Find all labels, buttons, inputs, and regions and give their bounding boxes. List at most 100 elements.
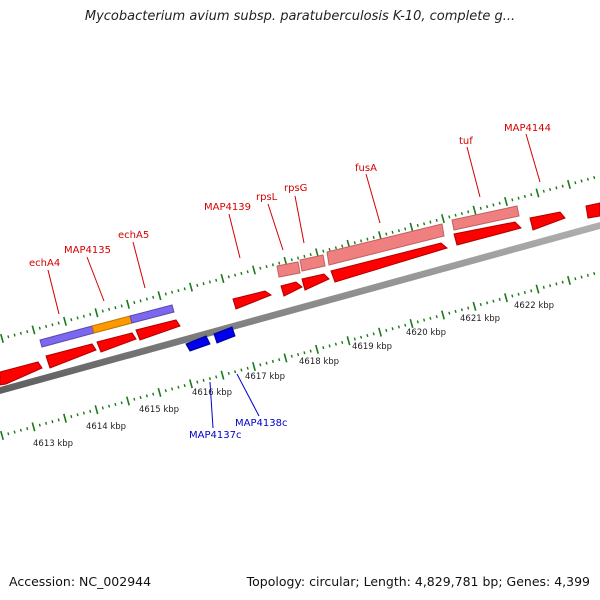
label-MAP4139[interactable]: MAP4139: [204, 202, 251, 213]
minor-tick: [108, 307, 111, 311]
cds-MAP4135-orange[interactable]: [91, 315, 133, 334]
minor-tick: [177, 289, 180, 293]
minor-tick: [70, 318, 73, 322]
major-tick: [94, 308, 99, 318]
minor-tick: [19, 428, 22, 432]
minor-tick: [353, 241, 356, 245]
minor-tick: [183, 384, 186, 388]
cds-echA5-purple[interactable]: [129, 304, 175, 324]
major-tick: [409, 318, 414, 329]
minor-tick: [196, 380, 199, 384]
minor-tick: [89, 312, 92, 316]
reverse-gene-track: [185, 326, 236, 352]
label-MAP4135[interactable]: MAP4135: [64, 245, 111, 256]
minor-tick: [171, 387, 174, 391]
minor-tick: [271, 359, 274, 363]
minor-tick: [202, 378, 205, 382]
minor-tick: [391, 230, 394, 234]
minor-tick: [523, 194, 526, 198]
label-echA4[interactable]: echA4: [29, 258, 60, 269]
minor-tick: [448, 311, 451, 315]
gene-rpsG[interactable]: [301, 273, 330, 291]
minor-tick: [259, 266, 262, 270]
minor-tick: [429, 220, 432, 224]
cds-echA4-purple[interactable]: [39, 325, 95, 348]
minor-tick: [82, 314, 85, 318]
minor-tick: [555, 282, 558, 286]
minor-tick: [341, 340, 344, 344]
major-tick: [283, 353, 288, 363]
cds-rpsL-pink[interactable]: [276, 261, 301, 278]
minor-tick: [328, 247, 331, 251]
gene-MAP4144[interactable]: [529, 211, 566, 231]
minor-tick: [265, 265, 268, 269]
minor-tick: [120, 304, 123, 308]
gene-arrow-left-edge[interactable]: [0, 361, 43, 386]
gene-fusA[interactable]: [330, 242, 449, 283]
gene-arrow-right-edge[interactable]: [585, 202, 600, 219]
major-tick: [567, 179, 571, 190]
minor-tick: [460, 308, 463, 312]
minor-tick: [259, 363, 262, 367]
minor-tick: [38, 326, 41, 330]
minor-tick: [486, 205, 489, 209]
minor-tick: [479, 206, 482, 210]
label-MAP4138c[interactable]: MAP4138c: [235, 418, 287, 429]
minor-tick: [328, 344, 331, 348]
minor-tick: [108, 404, 111, 408]
cds-fusA-pink[interactable]: [326, 223, 445, 266]
label-rpsL[interactable]: rpsL: [256, 192, 278, 203]
minor-tick: [177, 385, 180, 389]
gene-MAP4138c[interactable]: [213, 326, 236, 344]
minor-tick: [45, 421, 48, 425]
minor-tick: [227, 275, 230, 279]
cds-rpsG-pink[interactable]: [299, 254, 326, 272]
label-tuf[interactable]: tuf: [459, 136, 473, 147]
gene-MAP4139[interactable]: [232, 290, 273, 310]
minor-tick: [416, 320, 419, 324]
forward-gene-track: [0, 202, 600, 386]
minor-tick: [360, 335, 363, 339]
minor-tick: [385, 232, 388, 236]
minor-tick: [492, 203, 495, 207]
gene-MAP4137c[interactable]: [185, 335, 211, 352]
scale-label: 4620 kbp: [406, 328, 446, 338]
minor-tick: [139, 299, 142, 303]
label-MAP4137c[interactable]: MAP4137c: [189, 430, 241, 441]
gene-rpsL[interactable]: [280, 281, 303, 297]
major-tick: [567, 275, 571, 286]
minor-tick: [271, 263, 274, 267]
minor-tick: [114, 402, 117, 406]
minor-tick: [454, 213, 457, 217]
scale-labels: 4613 kbp 4614 kbp 4615 kbp 4616 kbp 4617…: [33, 301, 554, 449]
major-tick: [31, 422, 36, 432]
scale-label: 4615 kbp: [139, 405, 179, 415]
minor-tick: [479, 303, 482, 307]
minor-tick: [366, 237, 369, 241]
minor-tick: [82, 411, 85, 415]
minor-tick: [51, 323, 54, 327]
minor-tick: [580, 179, 583, 183]
cds-tuf-pink[interactable]: [451, 205, 520, 231]
gene-MAP4135[interactable]: [96, 332, 137, 353]
major-tick: [63, 316, 67, 326]
minor-tick: [89, 409, 92, 413]
minor-tick: [397, 325, 400, 329]
label-fusA[interactable]: fusA: [355, 163, 377, 174]
gene-echA5[interactable]: [135, 319, 181, 341]
label-echA5[interactable]: echA5: [118, 230, 149, 241]
major-tick: [220, 370, 225, 380]
major-tick: [189, 282, 193, 292]
label-MAP4144[interactable]: MAP4144: [504, 123, 551, 134]
major-tick: [126, 299, 130, 309]
minor-tick: [19, 331, 22, 335]
gene-tuf[interactable]: [453, 221, 522, 246]
scale-label: 4616 kbp: [192, 388, 232, 398]
minor-tick: [164, 389, 167, 393]
label-rpsG[interactable]: rpsG: [284, 183, 307, 194]
minor-tick: [492, 299, 495, 303]
major-tick: [31, 325, 36, 335]
minor-tick: [586, 273, 589, 277]
minor-tick: [561, 184, 564, 188]
gene-echA4[interactable]: [45, 343, 97, 369]
